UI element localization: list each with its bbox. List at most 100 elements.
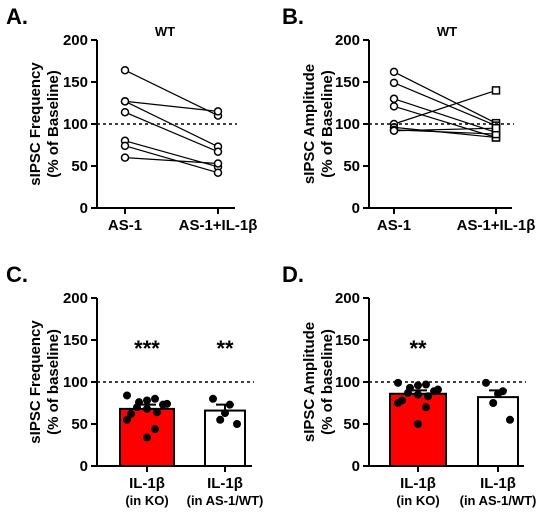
data-point (216, 415, 225, 424)
data-point (225, 400, 234, 409)
panel-1: A. WT sIPSC Frequency(% of Baseline) 0 50 100… (6, 4, 257, 234)
pair-line (124, 145, 219, 174)
y-axis-label-line: sIPSC Frequency (27, 62, 44, 186)
y-axis-label-line: (% of Baseline) (45, 70, 62, 178)
y-axis-label: sIPSC Amplitude(% of Baseline) (301, 64, 336, 184)
y-tick-label: 100 (63, 374, 88, 391)
x-category-label: IL-1β (400, 475, 436, 492)
y-tick-label: 200 (63, 290, 88, 307)
panel-letter: A. (6, 4, 28, 29)
data-point (123, 415, 131, 424)
panel-3: C. sIPSC Frequency(% of baseline) 0 50 100 15… (6, 262, 263, 508)
data-point (414, 390, 422, 399)
panel-letter: B. (282, 4, 304, 29)
y-tick-label: 0 (80, 200, 88, 217)
pair-line (124, 69, 219, 117)
data-point (151, 425, 159, 434)
data-point (414, 420, 422, 428)
data-point (233, 420, 241, 428)
data-point (389, 67, 399, 77)
pair-line (124, 111, 219, 153)
bar (477, 396, 519, 467)
y-axis-label: sIPSC Frequency(% of baseline) (27, 320, 62, 444)
data-point (123, 391, 131, 400)
y-tick-label: 150 (335, 332, 360, 349)
significance-label: ** (409, 336, 427, 361)
data-point (491, 86, 501, 95)
y-axis-label-line: (% of baseline) (319, 329, 336, 435)
data-point (430, 387, 438, 396)
y-tick-label: 200 (335, 32, 360, 49)
y-axis-label-line: (% of Baseline) (319, 70, 336, 178)
panel-letter: C. (6, 262, 28, 287)
data-point (159, 400, 167, 409)
y-axis-label-line: sIPSC Frequency (27, 320, 44, 444)
x-category-sublabel: (in KO) (125, 493, 168, 508)
x-category-label: AS-1+IL-1β (457, 217, 536, 234)
data-point (404, 388, 412, 397)
data-point (213, 159, 223, 168)
y-tick-label: 150 (63, 74, 88, 91)
panel-letter: D. (282, 262, 304, 287)
data-point (120, 97, 130, 106)
y-tick-label: 100 (63, 116, 88, 133)
data-point (120, 153, 130, 162)
data-point (143, 396, 151, 405)
significance-label: ** (216, 336, 234, 361)
y-tick-label: 150 (63, 332, 88, 349)
y-axis-label-line: sIPSC Amplitude (301, 322, 318, 442)
data-point (127, 409, 135, 418)
y-axis-label-line: (% of baseline) (45, 329, 62, 435)
significance-label: *** (134, 336, 160, 361)
x-category-label: IL-1β (207, 475, 243, 492)
data-point (422, 403, 430, 412)
data-point (389, 78, 399, 88)
data-point (394, 399, 402, 407)
data-point (424, 392, 432, 401)
data-point (394, 378, 402, 387)
pair-line (393, 82, 497, 127)
data-point (120, 65, 130, 75)
panel-2: B. WT sIPSC Amplitude(% of Baseline) 0 50 100… (282, 4, 535, 234)
data-point (213, 168, 223, 177)
data-point (389, 102, 399, 111)
pair-line (393, 98, 497, 133)
y-axis-label-line: sIPSC Amplitude (301, 64, 318, 184)
pair-line (124, 157, 219, 165)
pair-line (393, 71, 497, 124)
data-point (153, 408, 161, 417)
x-category-label: IL-1β (480, 475, 516, 492)
data-point (491, 123, 501, 133)
y-tick-label: 0 (80, 458, 88, 475)
y-tick-label: 200 (335, 290, 360, 307)
y-tick-label: 200 (63, 32, 88, 49)
y-tick-label: 50 (71, 416, 88, 433)
x-category-sublabel: (in AS-1/WT) (187, 493, 264, 508)
data-point (414, 381, 422, 390)
data-point (389, 126, 399, 135)
x-category-sublabel: (in KO) (396, 493, 439, 508)
pair-line (393, 89, 497, 125)
y-tick-label: 100 (335, 374, 360, 391)
y-tick-label: 0 (352, 458, 360, 475)
data-point (209, 394, 217, 403)
data-point (494, 389, 502, 398)
panel-title: WT (437, 24, 457, 39)
data-point (120, 141, 130, 151)
pair-line (393, 127, 497, 132)
data-point (389, 94, 399, 104)
y-axis-label: sIPSC Frequency(% of Baseline) (27, 62, 62, 186)
data-point (143, 433, 151, 442)
data-point (151, 394, 159, 403)
data-point (506, 415, 514, 424)
bar (204, 409, 246, 467)
data-point (120, 107, 130, 117)
pair-line (124, 100, 219, 112)
y-tick-label: 100 (335, 116, 360, 133)
panel-4: D. sIPSC Amplitude(% of baseline) 0 50 100 15… (282, 262, 536, 508)
y-tick-label: 50 (343, 416, 360, 433)
data-point (213, 107, 223, 116)
y-axis-label: sIPSC Amplitude(% of baseline) (301, 322, 336, 442)
x-category-label: AS-1 (377, 217, 411, 234)
